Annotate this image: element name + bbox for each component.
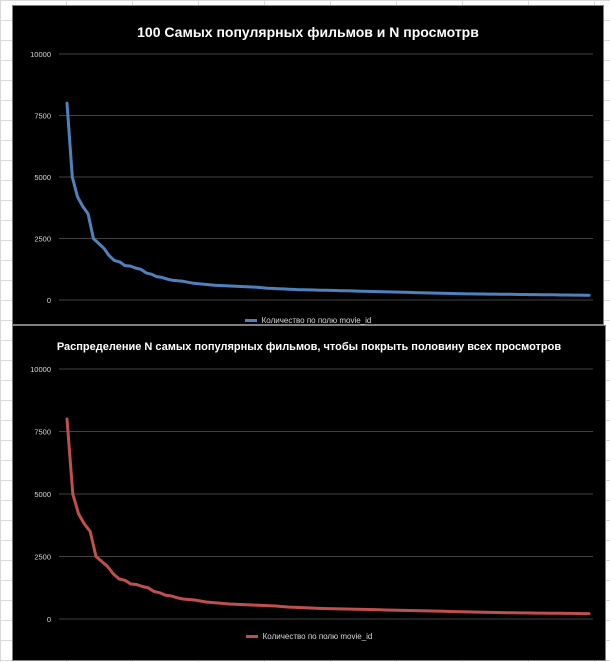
legend-swatch	[244, 319, 257, 323]
chart-legend[interactable]: Количество по полю movie_id	[13, 632, 605, 641]
chart-plot-area: 0 2500 5000 7500 10000	[30, 365, 593, 624]
y-tick-label: 7500	[34, 428, 51, 437]
y-tick-label: 10000	[30, 50, 51, 59]
y-tick-label: 7500	[34, 112, 51, 121]
chart-bottom[interactable]: Распределение N самых популярных фильмов…	[12, 325, 606, 661]
chart-title: 100 Самых популярных фильмов и N просмот…	[137, 24, 479, 40]
legend-label: Количество по полю movie_id	[262, 632, 373, 641]
y-tick-label: 2500	[34, 235, 51, 244]
chart-legend[interactable]: Количество по полю movie_id	[13, 316, 603, 325]
series-line	[65, 417, 591, 616]
chart-top[interactable]: 100 Самых популярных фильмов и N просмот…	[12, 5, 604, 325]
chart-plot-area: 0 2500 5000 7500 10000	[30, 50, 593, 305]
y-tick-label: 5000	[34, 490, 51, 499]
series-line	[65, 101, 591, 297]
y-tick-label: 2500	[34, 553, 51, 562]
chart-title: Распределение N самых популярных фильмов…	[56, 341, 562, 353]
y-tick-label: 10000	[30, 365, 51, 374]
y-tick-label: 0	[47, 615, 51, 624]
legend-label: Количество по полю movie_id	[261, 316, 372, 325]
legend-swatch	[245, 635, 258, 639]
y-tick-label: 5000	[34, 173, 51, 182]
y-tick-label: 0	[47, 296, 51, 305]
